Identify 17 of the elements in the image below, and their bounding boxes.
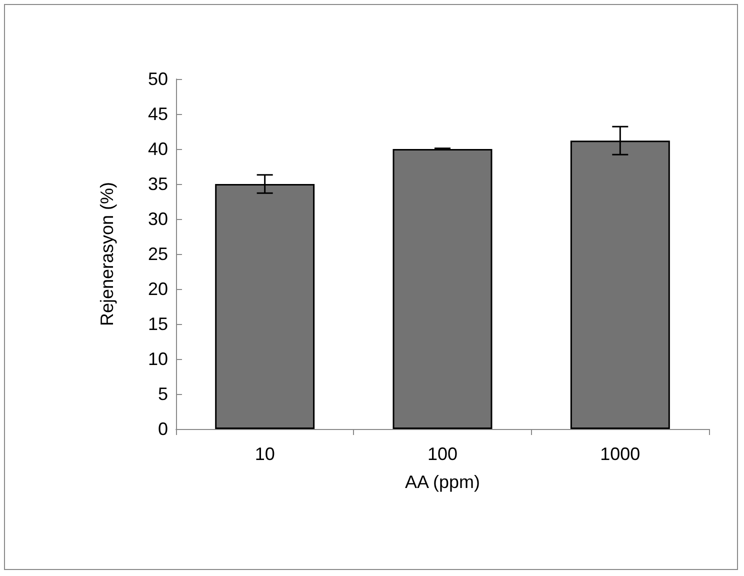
x-tick-label: 100 [427,444,458,464]
y-tick-label: 25 [148,244,168,264]
y-tick-label: 45 [148,104,168,124]
x-tick-label: 10 [254,444,275,464]
bar [392,149,492,429]
y-tick-label: 50 [148,69,168,89]
x-tick-label: 1000 [600,444,640,464]
y-tick-label: 30 [148,209,168,229]
y-tick-label: 0 [158,419,168,439]
x-axis-title: AA (ppm) [404,472,480,492]
y-tick-label: 10 [148,349,168,369]
y-tick-label: 20 [148,279,168,299]
y-tick-label: 35 [148,174,168,194]
y-tick-label: 15 [148,314,168,334]
y-tick-label: 5 [158,384,168,404]
y-tick-label: 40 [148,139,168,159]
y-axis-title: Rejenerasyon (%) [97,182,117,326]
